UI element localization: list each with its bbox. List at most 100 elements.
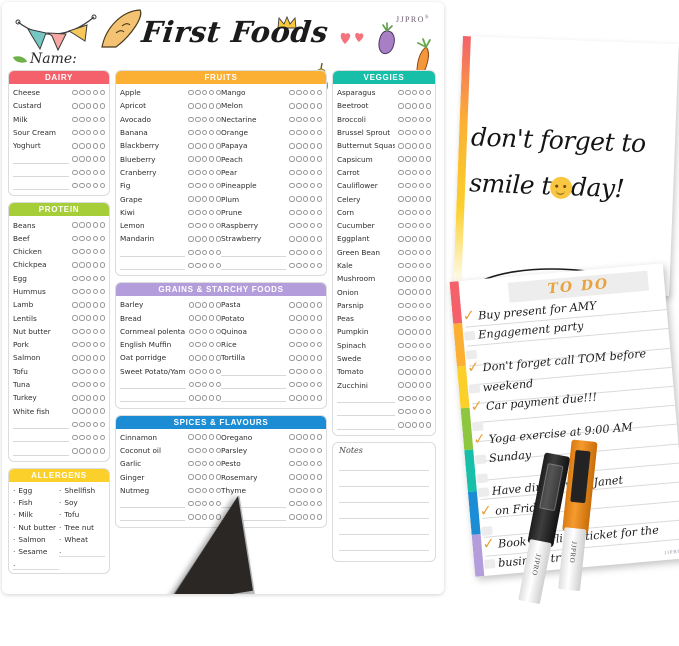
dot[interactable]: [202, 302, 208, 308]
dot[interactable]: [405, 183, 411, 189]
dot[interactable]: [215, 381, 222, 388]
dot[interactable]: [296, 116, 302, 122]
dot[interactable]: [309, 302, 316, 308]
dot[interactable]: [79, 275, 85, 281]
dot[interactable]: [296, 143, 302, 149]
dot[interactable]: [316, 381, 322, 388]
dot[interactable]: [188, 461, 194, 467]
dot[interactable]: [188, 262, 194, 269]
dot[interactable]: [195, 447, 201, 454]
dot[interactable]: [86, 342, 92, 348]
dot[interactable]: [425, 409, 431, 415]
dot[interactable]: [92, 169, 99, 176]
dot[interactable]: [208, 395, 215, 401]
dot[interactable]: [99, 89, 105, 96]
dot[interactable]: [303, 355, 309, 361]
dot[interactable]: [398, 302, 404, 309]
dot[interactable]: [92, 143, 99, 149]
dot[interactable]: [309, 183, 316, 189]
dot[interactable]: [188, 328, 194, 335]
dot[interactable]: [86, 89, 92, 96]
dot[interactable]: [215, 129, 221, 136]
dot[interactable]: [99, 248, 105, 255]
dot[interactable]: [296, 368, 302, 374]
dot[interactable]: [79, 302, 85, 308]
dot[interactable]: [188, 447, 194, 454]
dot[interactable]: [99, 421, 105, 428]
dot[interactable]: [86, 448, 92, 454]
dot[interactable]: [99, 408, 105, 414]
dot[interactable]: [208, 143, 215, 149]
dot[interactable]: [398, 236, 404, 242]
dot[interactable]: [208, 487, 215, 494]
dot[interactable]: [99, 368, 105, 374]
dot[interactable]: [79, 156, 85, 162]
dot[interactable]: [412, 209, 418, 216]
dot[interactable]: [289, 328, 295, 335]
dot[interactable]: [195, 302, 201, 308]
dot[interactable]: [412, 156, 418, 162]
dot[interactable]: [316, 103, 322, 109]
dot[interactable]: [188, 236, 194, 242]
dot[interactable]: [289, 249, 295, 255]
dot[interactable]: [418, 422, 425, 428]
dot[interactable]: [303, 461, 309, 467]
dot[interactable]: [72, 302, 78, 308]
dot[interactable]: [296, 249, 302, 255]
dot[interactable]: [412, 236, 418, 242]
dot[interactable]: [79, 169, 85, 176]
dot[interactable]: [202, 514, 208, 520]
dot[interactable]: [86, 275, 92, 281]
dot[interactable]: [296, 89, 302, 96]
dot[interactable]: [195, 143, 201, 149]
dot[interactable]: [289, 355, 295, 361]
dot[interactable]: [316, 183, 322, 189]
dot[interactable]: [92, 381, 99, 388]
dot[interactable]: [99, 262, 105, 268]
dot[interactable]: [202, 434, 208, 440]
dot[interactable]: [72, 381, 78, 388]
dot[interactable]: [425, 209, 431, 216]
dot[interactable]: [412, 89, 418, 96]
dot[interactable]: [72, 315, 78, 321]
dot[interactable]: [289, 156, 295, 162]
dot[interactable]: [188, 381, 194, 388]
dot[interactable]: [412, 143, 418, 149]
dot[interactable]: [86, 143, 92, 149]
dot[interactable]: [412, 183, 418, 189]
dot[interactable]: [425, 276, 431, 282]
dot[interactable]: [418, 249, 425, 255]
dot[interactable]: [92, 183, 99, 189]
dot[interactable]: [296, 196, 302, 202]
dot[interactable]: [316, 461, 322, 467]
dot[interactable]: [195, 156, 201, 162]
dot[interactable]: [296, 129, 302, 136]
dot[interactable]: [72, 355, 78, 361]
dot[interactable]: [309, 103, 316, 109]
dot[interactable]: [412, 329, 418, 335]
dot[interactable]: [398, 209, 404, 216]
dot[interactable]: [208, 89, 215, 96]
dot[interactable]: [79, 222, 85, 228]
dot[interactable]: [195, 514, 201, 520]
dot[interactable]: [398, 262, 404, 269]
dot[interactable]: [316, 196, 322, 202]
dot[interactable]: [99, 183, 105, 189]
dot[interactable]: [92, 262, 99, 268]
notes-line[interactable]: [339, 535, 429, 551]
dot[interactable]: [398, 369, 404, 375]
dot[interactable]: [296, 461, 302, 467]
dot[interactable]: [316, 209, 322, 216]
dot[interactable]: [412, 382, 418, 388]
dot[interactable]: [425, 329, 431, 335]
dot[interactable]: [208, 447, 215, 454]
dot[interactable]: [92, 435, 99, 441]
dot[interactable]: [79, 143, 85, 149]
dot[interactable]: [208, 183, 215, 189]
dot[interactable]: [398, 143, 404, 149]
dot[interactable]: [195, 342, 201, 348]
dot[interactable]: [195, 328, 201, 335]
dot[interactable]: [86, 222, 92, 228]
dot[interactable]: [208, 222, 215, 229]
dot[interactable]: [296, 156, 302, 162]
